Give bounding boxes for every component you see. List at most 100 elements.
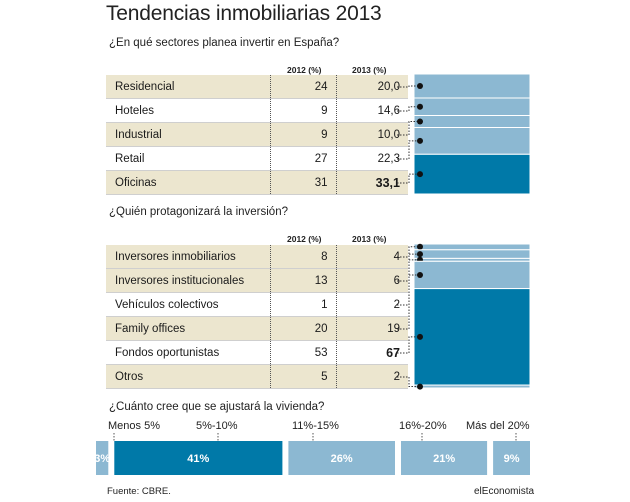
sector-value-2013: 10,0 bbox=[335, 122, 408, 147]
housing-bar bbox=[114, 441, 283, 475]
investor-value-2013: 2 bbox=[335, 292, 408, 317]
investors-col-2013: 2013 (%) bbox=[352, 234, 387, 244]
investor-label: Inversores inmobiliarios bbox=[106, 245, 270, 269]
housing-category-label: 16%-20% bbox=[399, 420, 447, 432]
investor-row: Inversores inmobiliarios 8 4 bbox=[106, 245, 408, 269]
sector-connector bbox=[397, 140, 420, 160]
sector-label: Industrial bbox=[106, 122, 270, 147]
sector-marker bbox=[417, 137, 423, 144]
sector-label: Residencial bbox=[106, 75, 270, 99]
sector-value-2013: 33,1 bbox=[335, 170, 408, 195]
housing-category-label: Menos 5% bbox=[108, 420, 160, 432]
investor-value-2012: 20 bbox=[269, 316, 336, 341]
investor-connector bbox=[397, 376, 420, 388]
sector-row: Residencial 24 20,0 bbox=[106, 75, 408, 99]
investor-marker bbox=[417, 383, 423, 390]
sector-value-2012: 27 bbox=[269, 146, 336, 171]
investor-value-2012: 1 bbox=[269, 292, 336, 317]
sector-connector bbox=[397, 121, 420, 136]
investor-stack-segment bbox=[413, 249, 531, 259]
investor-row: Inversores institucionales 13 6 bbox=[106, 268, 408, 293]
housing-bar-value: 26% bbox=[331, 453, 353, 465]
investor-row: Vehículos colectivos 1 2 bbox=[106, 292, 408, 317]
investor-value-2012: 13 bbox=[269, 268, 336, 293]
investors-question: ¿Quién protagonizará la inversión? bbox=[109, 206, 288, 218]
sector-value-2012: 9 bbox=[269, 98, 336, 123]
investor-label: Vehículos colectivos bbox=[106, 292, 270, 317]
investor-value-2013: 2 bbox=[335, 364, 408, 389]
sector-label: Oficinas bbox=[106, 170, 270, 195]
sector-connector bbox=[397, 173, 420, 184]
investor-stack-segment bbox=[413, 288, 531, 386]
housing-bar bbox=[288, 441, 395, 475]
investor-marker bbox=[417, 243, 423, 250]
housing-category-label: 5%-10% bbox=[196, 420, 238, 432]
housing-bar bbox=[493, 441, 530, 475]
source-note: Fuente: CBRE. bbox=[107, 486, 171, 497]
investor-connector bbox=[397, 246, 420, 258]
investor-value-2012: 53 bbox=[269, 340, 336, 365]
investor-connector bbox=[397, 259, 420, 306]
sector-marker bbox=[417, 118, 423, 125]
investor-connector bbox=[397, 274, 420, 330]
sector-connector bbox=[397, 85, 420, 88]
housing-bar-value: 21% bbox=[433, 453, 455, 465]
housing-category-label: 11%-15% bbox=[292, 420, 339, 432]
investor-row: Family offices 20 19 bbox=[106, 316, 408, 341]
housing-bar bbox=[401, 441, 488, 475]
sector-stack-segment bbox=[413, 153, 531, 195]
housing-bar-value: 3% bbox=[94, 453, 110, 465]
sector-row: Hoteles 9 14,6 bbox=[106, 98, 408, 123]
investor-label: Family offices bbox=[106, 316, 270, 341]
investor-stack-segment bbox=[413, 243, 531, 251]
sectors-question: ¿En qué sectores planea invertir en Espa… bbox=[109, 37, 340, 49]
sector-stack-segment bbox=[413, 97, 531, 116]
sector-stack-segment bbox=[413, 73, 531, 99]
sector-label: Retail bbox=[106, 146, 270, 171]
investor-label: Otros bbox=[106, 364, 270, 389]
sector-row: Retail 27 22,3 bbox=[106, 146, 408, 171]
investor-value-2013: 19 bbox=[335, 316, 408, 341]
page-title: Tendencias inmobiliarias 2013 bbox=[106, 2, 382, 25]
housing-bar bbox=[96, 441, 109, 475]
investor-value-2012: 5 bbox=[269, 364, 336, 389]
housing-bar-value: 41% bbox=[187, 453, 209, 465]
sector-value-2012: 31 bbox=[269, 170, 336, 195]
investor-marker bbox=[417, 333, 423, 340]
sector-stack-segment bbox=[413, 115, 531, 128]
sector-marker bbox=[417, 83, 423, 89]
investors-col-2012: 2012 (%) bbox=[287, 234, 322, 244]
sector-value-2013: 20,0 bbox=[335, 75, 408, 99]
sector-row: Industrial 9 10,0 bbox=[106, 122, 408, 147]
housing-question: ¿Cuánto cree que se ajustará la vivienda… bbox=[109, 401, 325, 413]
investor-marker bbox=[417, 272, 423, 278]
investor-label: Fondos oportunistas bbox=[106, 340, 270, 365]
sector-stack-segment bbox=[413, 127, 531, 155]
investors-table: Inversores inmobiliarios 8 4 Inversores ins… bbox=[106, 245, 408, 389]
investor-connector bbox=[397, 336, 420, 354]
investor-marker bbox=[417, 251, 423, 258]
sector-marker bbox=[417, 171, 423, 178]
sector-row: Oficinas 31 33,1 bbox=[106, 170, 408, 195]
sector-marker bbox=[417, 103, 423, 110]
investor-stack-segment bbox=[413, 260, 531, 290]
sector-value-2013: 14,6 bbox=[335, 98, 408, 123]
sectors-col-2013: 2013 (%) bbox=[352, 65, 387, 75]
investor-value-2013: 6 bbox=[335, 268, 408, 293]
housing-bar-value: 9% bbox=[504, 453, 520, 465]
sector-label: Hoteles bbox=[106, 98, 270, 123]
investor-stack-segment bbox=[413, 384, 531, 389]
sectors-col-2012: 2012 (%) bbox=[287, 65, 322, 75]
sector-value-2012: 24 bbox=[269, 75, 336, 99]
investor-value-2013: 67 bbox=[335, 340, 408, 365]
sector-connector bbox=[397, 106, 420, 112]
investor-value-2013: 4 bbox=[335, 245, 408, 269]
brand-logo: elEconomista bbox=[474, 486, 535, 497]
housing-category-label: Más del 20% bbox=[466, 420, 530, 432]
investor-value-2012: 8 bbox=[269, 245, 336, 269]
sectors-table: Residencial 24 20,0 Hoteles 9 14,6 Industrial 9… bbox=[106, 75, 408, 195]
sector-value-2013: 22,3 bbox=[335, 146, 408, 171]
sector-value-2012: 9 bbox=[269, 122, 336, 147]
investor-row: Otros 5 2 bbox=[106, 364, 408, 389]
